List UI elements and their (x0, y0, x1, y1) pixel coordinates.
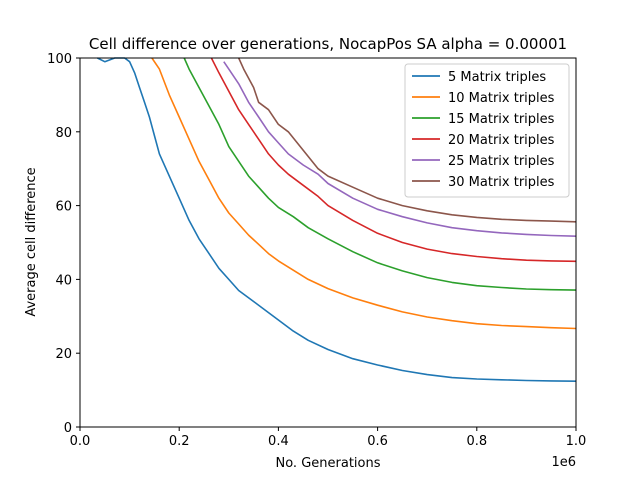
x-tick-label: 0.0 (70, 434, 91, 449)
x-tick-label: 0.6 (367, 434, 388, 449)
y-tick-label: 100 (47, 52, 72, 67)
x-tick-label: 0.4 (268, 434, 289, 449)
legend-entry: 30 Matrix triples (448, 175, 555, 190)
x-axis-offset-label: 1e6 (551, 455, 576, 470)
x-tick-label: 0.2 (169, 434, 190, 449)
series-line-5 (223, 61, 577, 237)
series-line-2 (151, 57, 577, 330)
series-line-6 (237, 57, 577, 223)
series-line-1 (97, 57, 577, 382)
x-axis-label: No. Generations (275, 456, 380, 471)
chart-title: Cell difference over generations, NocapP… (89, 35, 567, 53)
plot-lines (97, 57, 577, 382)
plot-frame (79, 57, 577, 428)
legend: 5 Matrix triples 10 Matrix triples 15 Matr… (404, 63, 570, 198)
x-tick-label: 0.8 (466, 434, 487, 449)
y-tick-label: 80 (55, 126, 72, 141)
legend-entry: 5 Matrix triples (448, 70, 546, 85)
x-axis: 0.0 0.2 0.4 0.6 0.8 1.0 (70, 427, 587, 449)
series-line-3 (183, 57, 577, 291)
y-tick-label: 40 (55, 273, 72, 288)
y-tick-label: 20 (55, 347, 72, 362)
y-axis-label: Average cell difference (24, 167, 39, 316)
legend-entry: 10 Matrix triples (448, 91, 555, 106)
legend-entry: 20 Matrix triples (448, 133, 555, 148)
y-tick-label: 0 (64, 421, 72, 436)
legend-entry: 25 Matrix triples (448, 154, 555, 169)
y-tick-label: 60 (55, 200, 72, 215)
y-axis: 0 20 40 60 80 100 (47, 52, 80, 436)
legend-box (404, 63, 570, 198)
series-line-4 (210, 57, 577, 263)
legend-entry: 15 Matrix triples (448, 112, 555, 127)
x-tick-label: 1.0 (566, 434, 587, 449)
